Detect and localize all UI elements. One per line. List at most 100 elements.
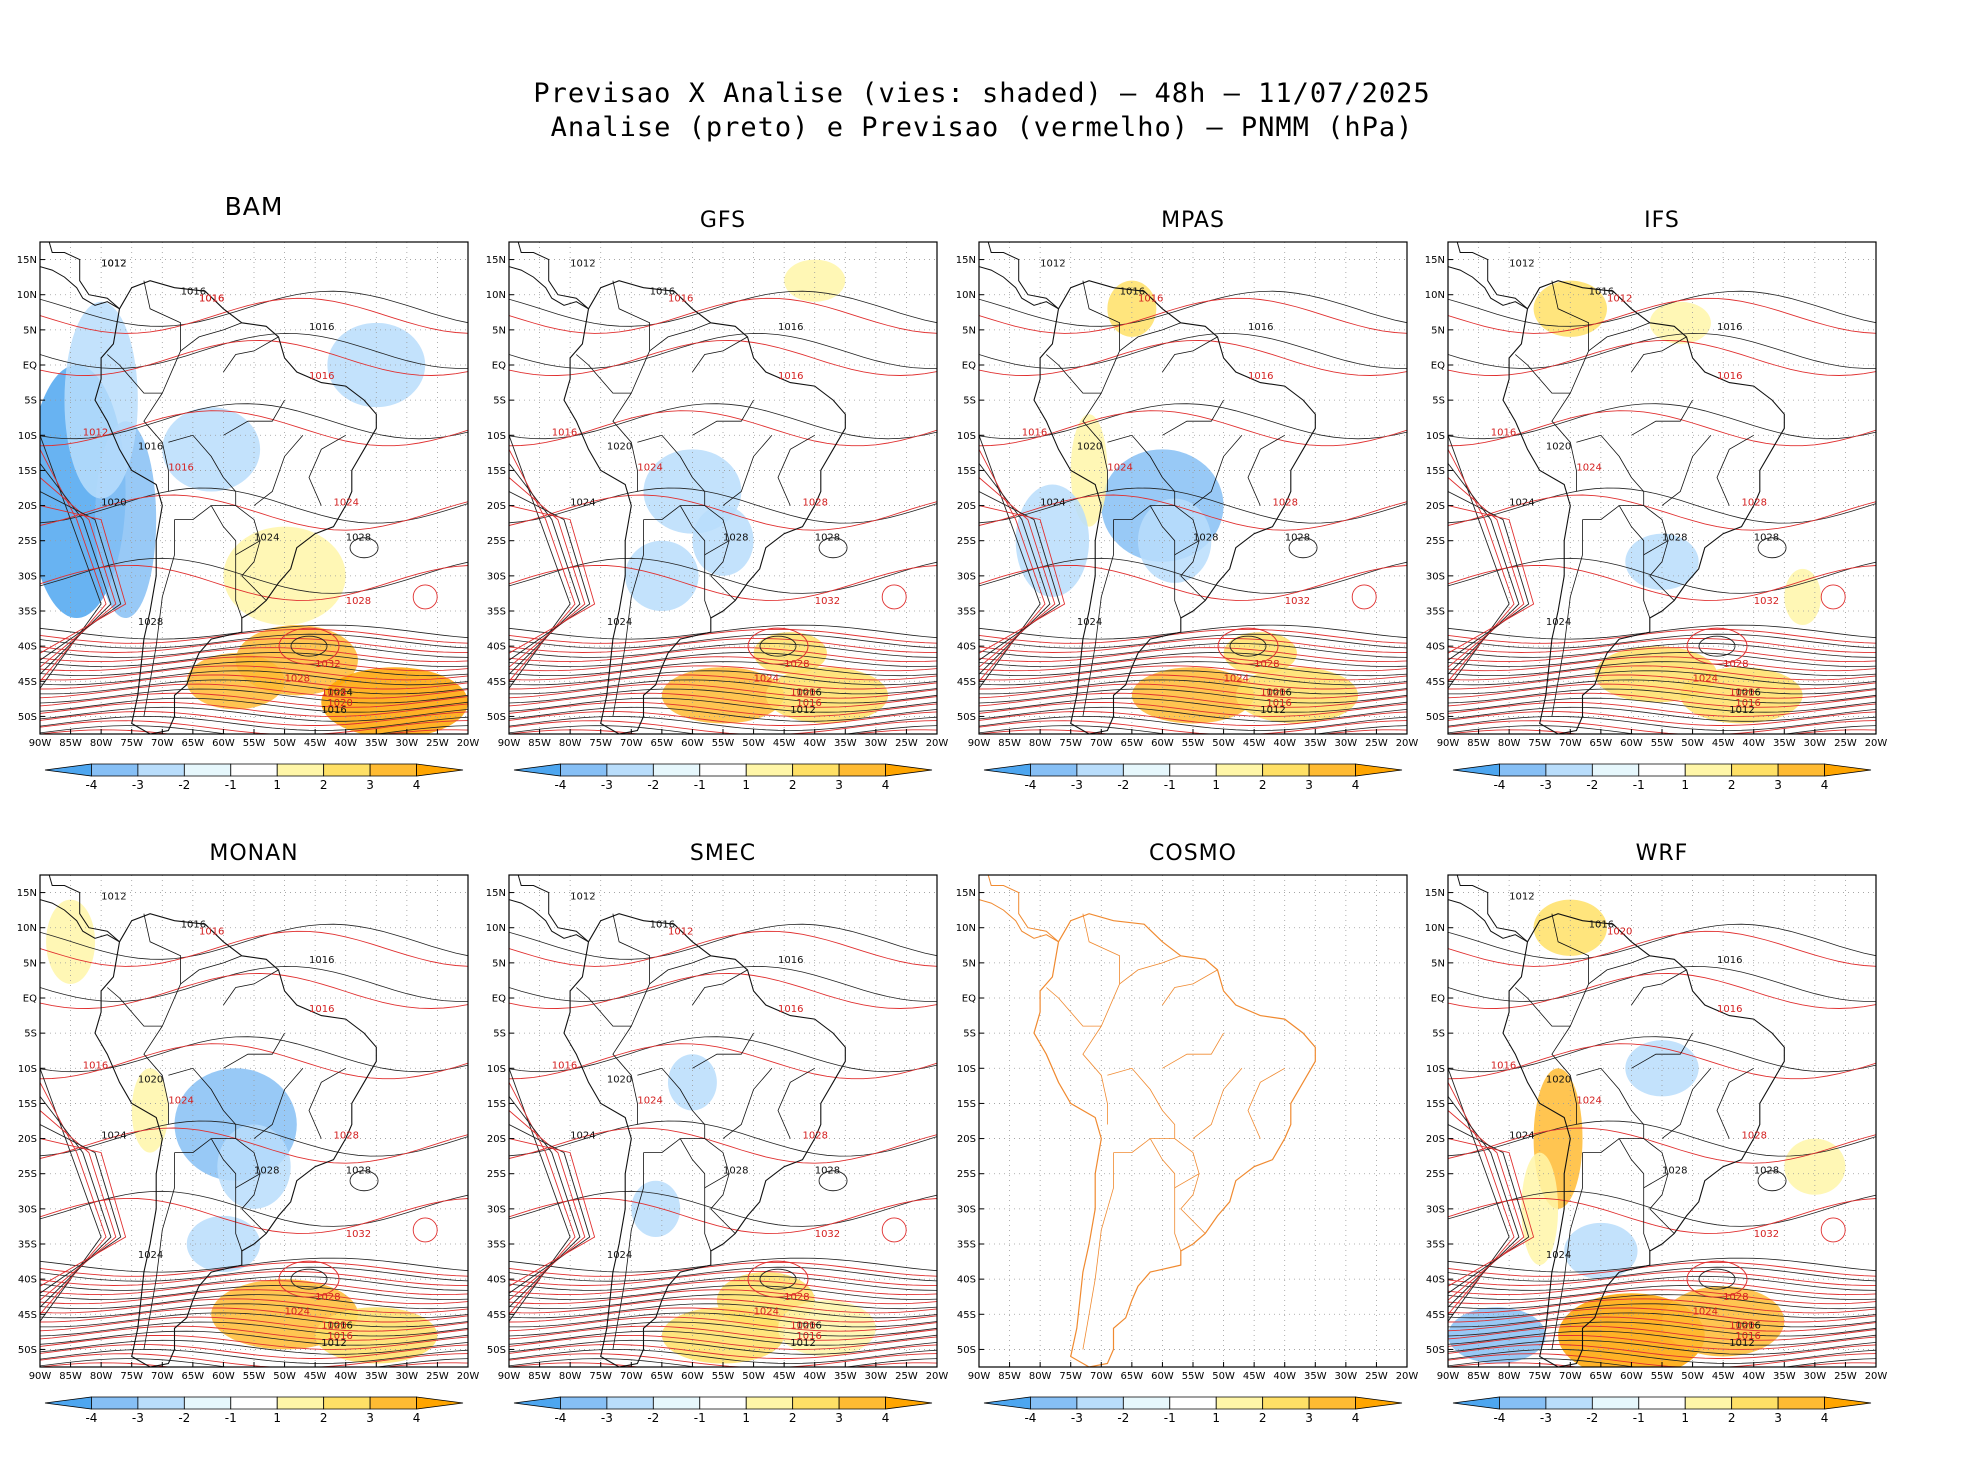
lat-tick-label: 35S bbox=[1426, 1240, 1445, 1251]
lon-tick-label: 40W bbox=[1742, 1371, 1765, 1382]
lat-tick-label: 10N bbox=[486, 923, 506, 934]
lon-tick-label: 70W bbox=[1559, 738, 1582, 749]
lat-tick-label: 15S bbox=[957, 1099, 976, 1110]
forecast-contour-label: 1020 bbox=[1729, 687, 1754, 698]
lon-tick-label: 80W bbox=[90, 1371, 113, 1382]
lon-tick-label: 45W bbox=[1712, 738, 1735, 749]
colorbar-label: 2 bbox=[1259, 1411, 1267, 1425]
panel-title: BAM bbox=[224, 192, 284, 221]
forecast-contour-label: 1012 bbox=[83, 427, 108, 438]
lon-tick-label: 50W bbox=[742, 1371, 765, 1382]
lon-tick-label: 60W bbox=[1620, 1371, 1643, 1382]
lat-tick-label: 45S bbox=[1426, 1310, 1445, 1321]
forecast-contour-label: 1016 bbox=[327, 1331, 352, 1342]
forecast-contour-label: 1016 bbox=[199, 294, 224, 305]
colorbar-segment bbox=[1215, 1396, 1264, 1410]
forecast-contour-label: 1016 bbox=[552, 427, 577, 438]
lon-tick-label: 25W bbox=[895, 738, 918, 749]
colorbar-segment bbox=[745, 1396, 794, 1410]
analysis-contour-label: 1028 bbox=[346, 1166, 371, 1177]
analysis-contour-label: 1020 bbox=[1546, 441, 1571, 452]
panel-title: MONAN bbox=[209, 841, 299, 866]
lon-tick-label: 80W bbox=[1029, 738, 1052, 749]
bias-shade bbox=[784, 259, 846, 302]
colorbar-label: 4 bbox=[1821, 1411, 1829, 1425]
analysis-contour-label: 1020 bbox=[607, 441, 632, 452]
colorbar-label: -4 bbox=[1024, 1411, 1036, 1425]
lon-tick-label: 30W bbox=[865, 1371, 888, 1382]
colorbar-segment bbox=[230, 763, 278, 777]
lat-tick-label: 10N bbox=[1425, 923, 1445, 934]
bias-shade bbox=[1625, 1040, 1699, 1097]
colorbar-segment bbox=[1308, 763, 1356, 777]
lon-tick-label: 25W bbox=[426, 738, 449, 749]
lat-tick-label: 45S bbox=[957, 677, 976, 688]
colorbar-segment bbox=[1452, 1396, 1500, 1410]
lat-tick-label: 35S bbox=[957, 1240, 976, 1251]
lon-tick-label: 50W bbox=[273, 1371, 296, 1382]
forecast-contour-label: 1032 bbox=[815, 596, 840, 607]
lon-tick-label: 55W bbox=[1651, 1371, 1674, 1382]
analysis-contour-label: 1012 bbox=[790, 705, 815, 716]
analysis-contour-label: 1028 bbox=[1754, 533, 1779, 544]
analysis-contour-label: 1024 bbox=[607, 617, 632, 628]
lon-tick-label: 65W bbox=[1590, 1371, 1613, 1382]
lat-tick-label: 10N bbox=[17, 290, 37, 301]
lon-tick-label: 30W bbox=[396, 1371, 419, 1382]
colorbar-segment bbox=[1499, 763, 1547, 777]
forecast-contour-label: 1032 bbox=[1754, 1229, 1779, 1240]
lat-tick-label: 15N bbox=[17, 888, 37, 899]
colorbar-label: 2 bbox=[1728, 1411, 1736, 1425]
lon-tick-label: 85W bbox=[998, 738, 1021, 749]
lon-tick-label: 30W bbox=[1804, 738, 1827, 749]
lon-tick-label: 45W bbox=[773, 738, 796, 749]
analysis-contour-label: 1016 bbox=[309, 955, 334, 966]
lat-tick-label: 5N bbox=[23, 325, 37, 336]
lon-tick-label: 20W bbox=[457, 738, 480, 749]
lat-tick-label: 35S bbox=[1426, 607, 1445, 618]
lon-tick-label: 70W bbox=[620, 738, 643, 749]
lon-tick-label: 65W bbox=[182, 1371, 205, 1382]
forecast-contour-label: 1032 bbox=[346, 1229, 371, 1240]
lon-tick-label: 40W bbox=[334, 1371, 357, 1382]
analysis-contour-label: 1016 bbox=[327, 1320, 352, 1331]
lon-tick-label: 85W bbox=[1467, 738, 1490, 749]
colorbar-segment bbox=[1076, 763, 1124, 777]
lon-tick-label: 35W bbox=[1304, 738, 1327, 749]
lon-tick-label: 30W bbox=[1804, 1371, 1827, 1382]
lon-tick-label: 45W bbox=[1712, 1371, 1735, 1382]
lat-tick-label: 5N bbox=[492, 958, 506, 969]
forecast-contour-label: 1016 bbox=[1022, 427, 1047, 438]
bias-shade bbox=[631, 1180, 681, 1237]
lat-tick-label: 20S bbox=[1426, 501, 1445, 512]
colorbar: -4 -3 -2 -1 1 2 3 4 bbox=[983, 1396, 1403, 1425]
colorbar-label: 4 bbox=[1821, 778, 1829, 792]
lat-tick-label: 15S bbox=[18, 1099, 37, 1110]
forecast-contour-label: 1012 bbox=[668, 927, 693, 938]
colorbar-label: 4 bbox=[882, 1411, 890, 1425]
analysis-contour-label: 1012 bbox=[101, 892, 126, 903]
lat-tick-label: EQ bbox=[1431, 361, 1445, 372]
lon-tick-label: 40W bbox=[334, 738, 357, 749]
lat-tick-label: 35S bbox=[487, 607, 506, 618]
lat-tick-label: 40S bbox=[957, 1275, 976, 1286]
analysis-contour-label: 1016 bbox=[1120, 287, 1145, 298]
colorbar-segment bbox=[1262, 1396, 1310, 1410]
lon-tick-label: 60W bbox=[212, 1371, 235, 1382]
forecast-contour-label: 1016 bbox=[552, 1060, 577, 1071]
colorbar-segment bbox=[369, 763, 417, 777]
analysis-contour-label: 1028 bbox=[138, 617, 163, 628]
lon-tick-label: 90W bbox=[498, 738, 521, 749]
colorbar-segment bbox=[1122, 1396, 1171, 1410]
lat-tick-label: EQ bbox=[23, 361, 37, 372]
lon-tick-label: 55W bbox=[243, 1371, 266, 1382]
lon-tick-label: 65W bbox=[182, 738, 205, 749]
lon-tick-label: 40W bbox=[1273, 738, 1296, 749]
colorbar-segment bbox=[1824, 763, 1872, 777]
lat-tick-label: 15N bbox=[17, 255, 37, 266]
lon-tick-label: 75W bbox=[1528, 1371, 1551, 1382]
lon-tick-label: 20W bbox=[1396, 738, 1419, 749]
colorbar-label: -4 bbox=[85, 1411, 97, 1425]
lat-tick-label: 15N bbox=[486, 888, 506, 899]
forecast-contour-label: 1028 bbox=[802, 498, 827, 509]
